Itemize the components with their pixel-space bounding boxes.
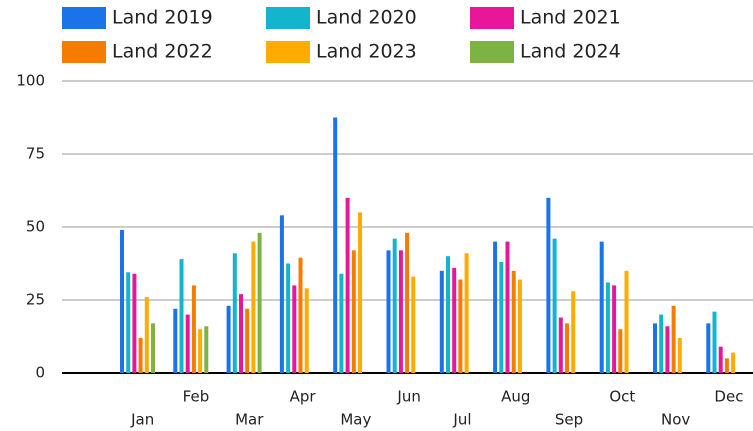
bar xyxy=(292,285,297,373)
bar xyxy=(605,282,610,373)
bar xyxy=(718,346,723,373)
x-tick-label: Oct xyxy=(609,388,635,406)
bar xyxy=(731,352,736,373)
bar xyxy=(452,267,457,373)
bar xyxy=(151,323,155,373)
legend-label: Land 2023 xyxy=(316,41,417,63)
x-tick-label: Mar xyxy=(235,411,264,429)
bar xyxy=(439,270,444,373)
bar xyxy=(546,197,551,373)
bar xyxy=(511,270,516,373)
bar xyxy=(446,256,450,373)
bar xyxy=(558,317,563,373)
bar xyxy=(464,253,469,373)
y-tick-label: 100 xyxy=(16,72,45,90)
bar xyxy=(198,329,203,373)
legend-label: Land 2021 xyxy=(520,7,621,29)
x-tick-label: Jul xyxy=(452,411,471,429)
x-tick-label: May xyxy=(340,411,371,429)
bar xyxy=(493,241,498,373)
bar xyxy=(339,273,344,373)
x-tick-label: Jun xyxy=(396,388,420,406)
bar xyxy=(185,314,190,373)
bar xyxy=(358,212,362,373)
bar xyxy=(665,326,670,373)
bar xyxy=(144,297,149,373)
bar xyxy=(126,272,131,373)
legend-swatch xyxy=(470,7,514,29)
y-tick-label: 0 xyxy=(35,364,45,382)
bar xyxy=(398,250,403,373)
x-tick-label: Apr xyxy=(290,388,317,406)
bar xyxy=(120,229,124,373)
bar xyxy=(345,197,350,373)
bar xyxy=(571,291,576,373)
legend-label: Land 2024 xyxy=(520,41,621,63)
bar xyxy=(706,323,711,373)
bar xyxy=(624,270,629,373)
bar xyxy=(659,314,664,373)
bar xyxy=(712,311,717,373)
legend-swatch xyxy=(266,41,310,63)
y-tick-label: 50 xyxy=(26,218,45,236)
bar xyxy=(304,288,309,373)
bar xyxy=(204,326,209,373)
bar xyxy=(257,232,262,373)
bar xyxy=(279,215,284,373)
x-tick-label: Feb xyxy=(183,388,210,406)
legend-swatch xyxy=(62,41,106,63)
bar xyxy=(677,337,682,373)
bar xyxy=(333,117,338,373)
bar xyxy=(653,323,657,373)
y-tick-label: 25 xyxy=(26,291,45,309)
legend-label: Land 2020 xyxy=(316,7,417,29)
bar xyxy=(173,308,178,373)
x-tick-label: Dec xyxy=(714,388,743,406)
y-tick-label: 75 xyxy=(26,145,45,163)
legend-swatch xyxy=(470,41,514,63)
bar xyxy=(239,294,243,373)
bar xyxy=(251,241,256,373)
legend-label: Land 2019 xyxy=(112,7,213,29)
bar xyxy=(232,253,237,373)
bar xyxy=(132,273,137,373)
legend-swatch xyxy=(266,7,310,29)
bar xyxy=(612,285,617,373)
bar xyxy=(499,262,504,373)
bar xyxy=(245,308,250,373)
bar xyxy=(517,279,522,373)
bar xyxy=(392,238,397,373)
legend-swatch xyxy=(62,7,106,29)
bar xyxy=(552,238,557,373)
x-tick-label: Nov xyxy=(661,411,690,429)
x-tick-label: Sep xyxy=(555,411,583,429)
bar xyxy=(599,241,604,373)
legend-label: Land 2022 xyxy=(112,41,213,63)
x-tick-label: Jan xyxy=(130,411,154,429)
bar xyxy=(191,285,196,373)
bar xyxy=(671,305,676,373)
bar xyxy=(458,279,463,373)
bar xyxy=(351,250,356,373)
x-tick-label: Aug xyxy=(501,388,530,406)
bar xyxy=(505,241,510,373)
bar xyxy=(386,250,391,373)
bar xyxy=(724,358,729,373)
bar xyxy=(226,305,231,373)
bar xyxy=(618,329,623,373)
bar xyxy=(565,323,569,373)
bar xyxy=(138,337,143,373)
bar xyxy=(405,232,410,373)
bar xyxy=(179,259,184,373)
bar xyxy=(298,257,303,373)
bar xyxy=(411,276,416,373)
bar xyxy=(286,263,291,373)
